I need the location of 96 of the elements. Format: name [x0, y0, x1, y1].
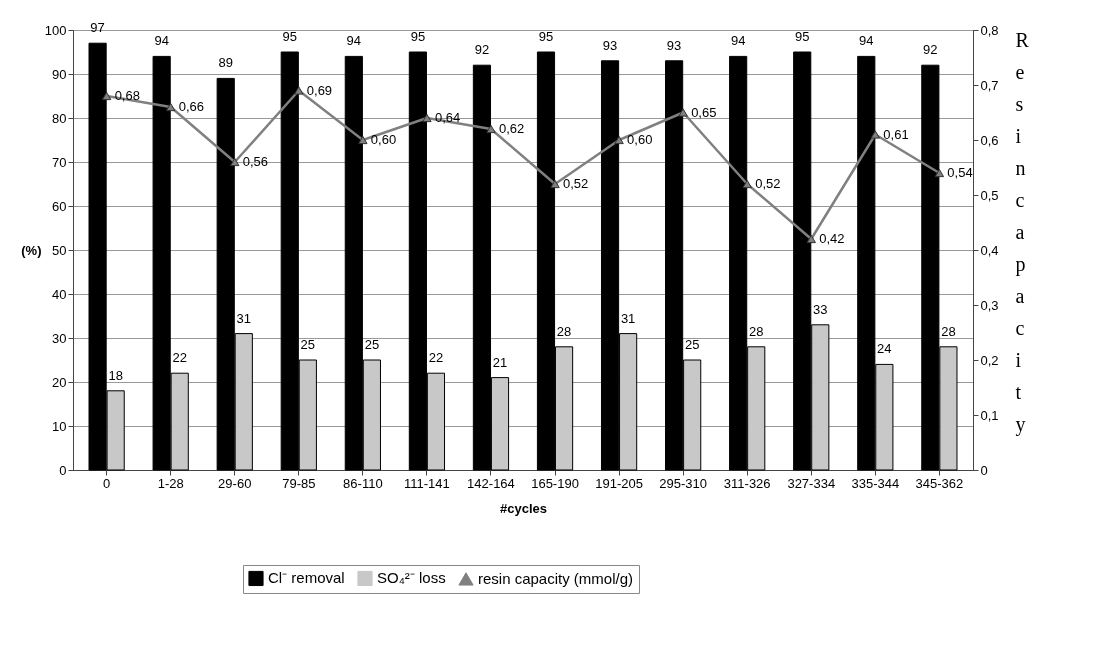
data-label: 0,52 [563, 176, 589, 191]
point [101, 91, 112, 101]
data-label: 28 [556, 323, 572, 339]
point [934, 168, 945, 178]
data-label: 0,60 [370, 132, 397, 147]
point [358, 135, 368, 145]
y-tick-label: 40 [52, 286, 67, 302]
data-label: 0,54 [947, 165, 973, 180]
point [166, 102, 176, 112]
y2-tick-label: 0,6 [980, 132, 999, 148]
x-tick-label: 327-334 [787, 475, 836, 491]
data-label: 31 [236, 310, 252, 326]
data-label: 28 [941, 323, 956, 339]
point [230, 157, 240, 167]
data-label: 21 [492, 354, 508, 370]
x-tick-label: 191-205 [595, 475, 643, 491]
data-label: 0,62 [498, 121, 525, 136]
data-label: 95 [538, 29, 554, 44]
y-tick-label: 80 [52, 110, 67, 126]
x-tick-label: 165-190 [531, 475, 579, 491]
x-axis-title: #cycles [500, 500, 547, 516]
y-tick-label: 50 [52, 242, 67, 258]
data-label: 22 [428, 350, 444, 366]
y2-tick-label: 0,1 [980, 407, 999, 423]
y2-tick-label: 0,5 [980, 187, 999, 203]
y2-tick-label: 0,7 [980, 77, 999, 93]
data-label: 0,68 [114, 88, 140, 103]
legend-label: Cl⁻ removal [268, 569, 345, 587]
x-tick-label: 142-164 [467, 475, 515, 491]
data-label: 22 [172, 350, 187, 366]
data-label: 94 [859, 33, 874, 49]
y-tick-label: 90 [52, 66, 67, 82]
data-label: 95 [282, 29, 297, 44]
data-label: 31 [620, 310, 636, 326]
data-label: 33 [813, 301, 828, 317]
y-tick-label: 70 [52, 154, 67, 170]
data-label: 89 [218, 55, 233, 71]
text: Resin capacity [1015, 28, 1029, 435]
y-tick-label: 100 [44, 22, 67, 38]
data-label: 94 [346, 33, 362, 49]
y2-tick-label: 0,2 [980, 352, 999, 368]
point [742, 179, 752, 189]
data-label: 25 [364, 337, 380, 352]
y-tick-label: 60 [52, 198, 67, 214]
x-tick-label: 0 [103, 475, 111, 491]
point [678, 108, 688, 117]
point [614, 135, 624, 145]
data-label: 0,60 [627, 132, 653, 147]
y-tick-label: 10 [52, 418, 67, 434]
data-label: 95 [410, 29, 426, 44]
data-label: 97 [90, 20, 105, 36]
x-tick-label: 111-141 [404, 475, 450, 491]
point [806, 234, 816, 244]
data-label: 0,42 [819, 231, 845, 246]
data-label: 94 [154, 33, 169, 49]
point [486, 124, 496, 134]
data-label: 0,52 [755, 176, 781, 191]
data-label: 92 [923, 42, 938, 58]
data-label: 93 [602, 37, 618, 53]
data-label: 0,65 [691, 104, 717, 120]
data-label: 0,61 [883, 126, 909, 142]
data-label: 0,69 [306, 82, 333, 98]
x-tick-label: 79-85 [282, 475, 316, 491]
data-label: 24 [877, 341, 892, 357]
data-label: 94 [730, 33, 746, 49]
y-tick-label: 0 [59, 462, 67, 478]
y-tick-label: 30 [52, 330, 67, 346]
x-tick-label: 1-28 [157, 475, 184, 491]
data-label: 0,64 [434, 110, 461, 125]
x-tick-label: 311-326 [723, 475, 771, 491]
data-label: 92 [474, 42, 490, 58]
y2-tick-label: 0,8 [980, 22, 999, 38]
point [870, 130, 880, 139]
x-tick-label: 335-344 [851, 475, 900, 491]
data-label: 95 [794, 29, 810, 44]
data-label: 18 [108, 367, 123, 383]
legend-label: SO₄²⁻ loss [377, 569, 446, 587]
x-tick-label: 345-362 [915, 475, 964, 491]
data-label: 25 [684, 337, 700, 352]
point [294, 86, 304, 95]
data-label: 25 [300, 337, 316, 352]
data-label: 93 [666, 37, 682, 53]
x-tick-label: 86-110 [343, 475, 383, 491]
x-tick-label: 29-60 [218, 475, 252, 491]
y2-tick-label: 0 [980, 462, 988, 478]
point [550, 179, 560, 189]
data-label: 28 [749, 323, 764, 339]
x-tick-label: 295-310 [659, 475, 707, 491]
y-tick-label: 20 [52, 374, 67, 390]
y-axis-title: (%) [21, 242, 42, 258]
legend-label: resin capacity (mmol/g) [478, 569, 634, 587]
data-label: 0,56 [242, 154, 269, 169]
point [422, 113, 432, 123]
y2-tick-label: 0,3 [980, 297, 999, 313]
data-label: 0,66 [178, 99, 204, 114]
y2-tick-label: 0,4 [980, 242, 999, 258]
